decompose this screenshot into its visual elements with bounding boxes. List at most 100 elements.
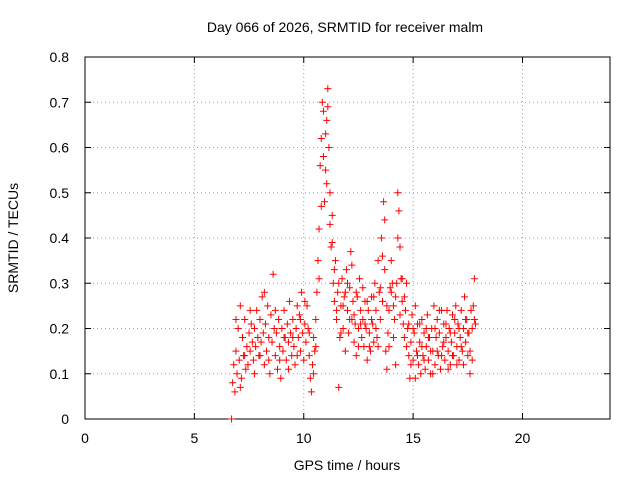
data-point — [370, 338, 378, 346]
data-point — [440, 338, 448, 346]
data-point — [298, 288, 306, 296]
data-point — [376, 315, 384, 323]
data-point — [438, 352, 446, 360]
data-point — [232, 315, 240, 323]
data-point — [398, 275, 406, 283]
data-point — [372, 306, 380, 314]
data-point — [421, 365, 429, 373]
data-point — [372, 325, 380, 332]
data-point — [258, 293, 266, 301]
data-point — [230, 361, 238, 369]
data-point — [403, 279, 411, 287]
data-point — [241, 352, 249, 360]
plot-frame — [84, 56, 611, 420]
data-point — [407, 338, 415, 346]
data-point — [359, 315, 367, 323]
data-point — [410, 329, 418, 337]
data-point — [242, 365, 250, 373]
data-point — [266, 370, 274, 378]
data-point — [251, 325, 259, 332]
data-point — [392, 361, 400, 369]
data-point — [309, 361, 316, 369]
data-point — [336, 334, 344, 342]
data-point — [319, 153, 327, 161]
data-point — [414, 352, 421, 360]
data-point — [296, 315, 304, 323]
y-tick-label: 0.6 — [50, 140, 70, 156]
data-point — [239, 334, 246, 342]
data-point — [405, 320, 413, 328]
y-tick-label: 0.7 — [50, 94, 70, 110]
data-point — [278, 325, 286, 332]
y-axis-label: SRMTID / TECUs — [5, 183, 21, 293]
data-point — [317, 134, 325, 142]
data-point — [310, 370, 318, 378]
data-point — [385, 306, 393, 314]
data-point — [289, 315, 297, 323]
data-point — [363, 356, 371, 364]
data-point — [327, 243, 335, 251]
data-point — [379, 252, 386, 260]
data-point — [457, 343, 465, 351]
data-point — [442, 334, 450, 342]
data-point — [387, 257, 395, 265]
data-point — [361, 320, 369, 328]
data-point — [232, 347, 240, 355]
data-point — [304, 325, 312, 332]
data-point — [267, 311, 275, 319]
data-point — [395, 207, 403, 215]
data-point — [322, 166, 330, 174]
data-point — [470, 315, 478, 323]
data-point — [302, 338, 310, 346]
data-point — [368, 315, 376, 323]
data-point — [461, 293, 469, 301]
data-point — [453, 361, 461, 369]
data-point — [275, 315, 283, 323]
data-point — [392, 293, 400, 301]
data-point — [429, 370, 437, 378]
data-point — [346, 284, 354, 292]
data-point — [299, 329, 307, 337]
data-point — [231, 388, 239, 396]
data-point — [237, 374, 245, 382]
data-point — [234, 325, 242, 332]
data-point — [248, 338, 256, 346]
data-point — [326, 189, 334, 197]
data-point — [377, 234, 385, 242]
data-point — [312, 343, 320, 351]
data-point — [315, 275, 323, 283]
data-point — [381, 216, 389, 224]
data-point — [265, 334, 273, 342]
data-point — [432, 334, 440, 342]
data-point — [443, 306, 451, 314]
data-point — [431, 325, 439, 332]
data-point — [352, 352, 360, 360]
data-point — [315, 225, 323, 233]
data-point — [337, 329, 345, 337]
data-point — [246, 306, 254, 314]
data-point — [341, 288, 349, 296]
data-point — [333, 306, 341, 314]
data-point — [249, 356, 257, 364]
data-point — [277, 374, 285, 382]
data-point — [464, 352, 472, 360]
data-point — [418, 343, 426, 351]
data-point — [389, 302, 397, 310]
data-point — [436, 365, 444, 373]
data-point — [345, 329, 353, 337]
data-point — [335, 383, 343, 391]
data-point — [286, 297, 294, 305]
data-point — [430, 302, 438, 310]
data-point — [464, 329, 472, 337]
data-point — [293, 302, 301, 310]
data-point — [322, 130, 330, 138]
data-point — [449, 352, 456, 360]
data-point — [271, 352, 279, 360]
data-point — [328, 239, 336, 247]
data-point — [303, 302, 311, 310]
data-point — [350, 338, 358, 346]
data-point — [264, 302, 272, 310]
y-tick-label: 0.8 — [50, 49, 70, 65]
data-point — [330, 266, 338, 274]
data-point — [391, 315, 399, 323]
